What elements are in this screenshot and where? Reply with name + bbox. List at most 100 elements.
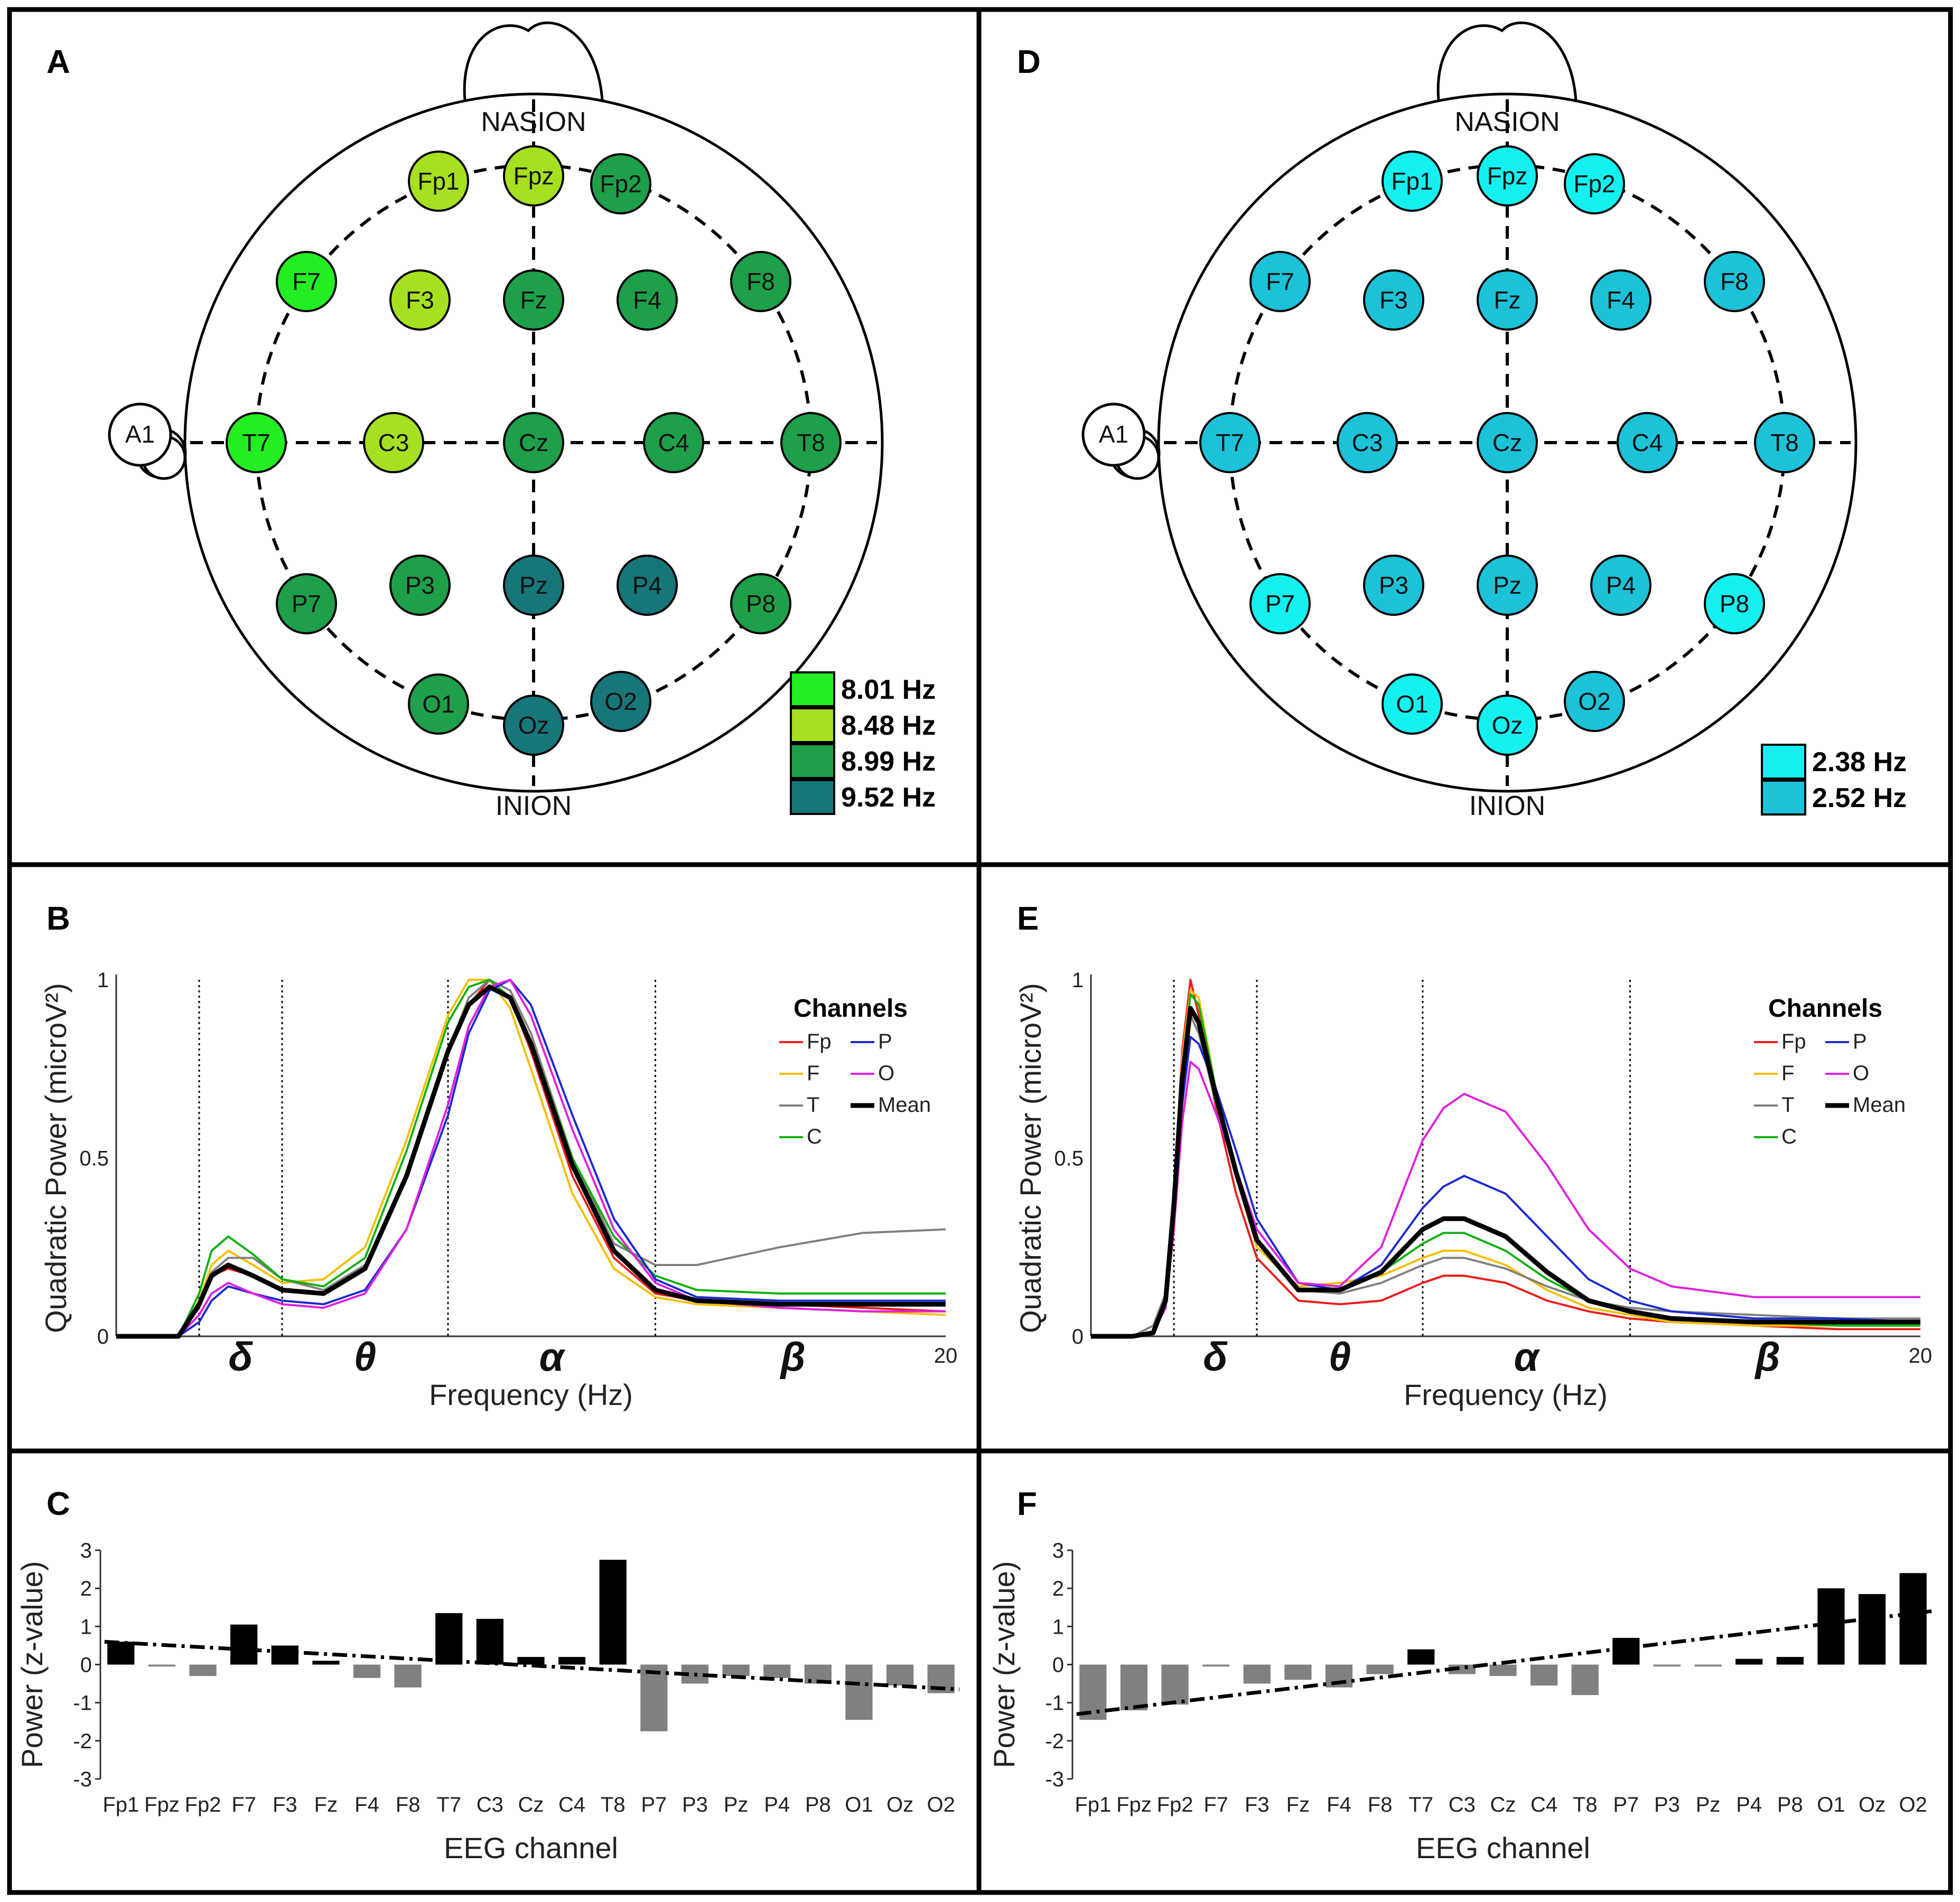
spectrum-panel-b: 0 0.5 1 20 δ θ α β Frequency (Hz) Quadratic Power… [39,969,957,1411]
legend-title: Channels [794,995,908,1023]
trend-line [1076,1609,1932,1716]
legend-swatch [1761,744,1806,780]
category-label: C4 [558,1793,585,1816]
electrode-p4 [617,555,678,616]
y-axis-title: Quadratic Power (microV²) [1014,983,1047,1333]
x-axis-title: Frequency (Hz) [429,1378,633,1411]
bar-c3 [476,1618,503,1665]
category-label: P7 [641,1793,667,1816]
spectrum-panel-e: 0 0.5 1 20 δ θ α β Frequency (Hz) Quadratic Power… [1014,969,1932,1411]
category-label: O1 [1817,1793,1845,1816]
category-label: Cz [1490,1793,1516,1816]
electrode-t7 [226,412,287,473]
category-label: F7 [231,1793,256,1816]
y-tick-label: 2 [1052,1577,1064,1600]
legend-label: 2.52 Hz [1812,783,1907,813]
category-label: Fpz [144,1793,180,1816]
panel-letter-a: A [46,44,70,80]
bar-f4 [353,1664,381,1678]
category-label: F3 [273,1793,297,1816]
bar-pz [1694,1664,1722,1667]
y-tick-label: 1 [97,969,109,992]
band-label: α [1514,1335,1541,1380]
electrode-label: C4 [658,429,689,456]
panel-letter-c: C [46,1486,70,1522]
category-label: T7 [1408,1793,1433,1816]
category-label: Fp1 [1075,1793,1111,1816]
band-label: θ [354,1335,376,1380]
bar-f8 [1366,1664,1394,1674]
electrode-label: P3 [405,571,435,599]
x-tick-label: 20 [934,1344,958,1367]
category-label: P4 [1736,1793,1762,1816]
electrode-f3 [1363,269,1424,331]
legend-label: 8.48 Hz [841,710,936,741]
electrode-label: P4 [632,571,662,599]
legend-label: 2.38 Hz [1812,747,1907,777]
category-label: Fp1 [102,1793,139,1816]
bar-f8 [394,1664,422,1688]
band-label: β [1754,1335,1780,1380]
y-tick-label: -3 [1045,1768,1064,1791]
zvalue-panel-f: 3 2 1 0 -1 -2 -3 Fp1 Fpz Fp2 F7 F3 Fz F4 F8 T7 C3 Cz C4 T8 P… [987,1539,1932,1864]
legend-title: Channels [1768,995,1882,1023]
electrode-label: Fz [1494,286,1520,314]
bar-fz [1284,1664,1312,1680]
electrode-f7 [1249,251,1311,312]
legend-item: F [807,1062,819,1085]
electrode-oz [1477,695,1538,756]
series-line-mean [116,985,946,1339]
category-label: F3 [1245,1793,1270,1816]
trend-line [104,1639,960,1691]
inion-label: INION [1469,791,1545,821]
category-label: T8 [601,1793,626,1816]
bar-pz [722,1664,750,1676]
electrode-label: Fp2 [600,170,641,198]
bar-o1 [845,1664,873,1720]
electrode-label: Cz [519,429,548,456]
electrode-fpz [503,145,564,207]
electrode-fpz [1477,145,1538,207]
legend-item: T [1781,1093,1794,1117]
electrode-label: F8 [1720,268,1749,295]
y-tick-label: 2 [80,1577,92,1600]
legend-item: P [1853,1030,1867,1053]
zvalue-panel-c: 3 2 1 0 -1 -2 -3 Fp1 Fpz Fp2 F7 F3 Fz F4 F8 T7 C3 Cz C4 T8 P… [15,1539,960,1864]
bar-f7 [1202,1664,1230,1667]
electrode-label: Fp2 [1573,170,1615,198]
category-label: O2 [927,1793,955,1816]
electrode-f4 [1590,269,1651,331]
electrode-label: T7 [242,429,270,456]
x-axis-title: EEG channel [444,1831,618,1864]
legend-item: Mean [878,1093,931,1117]
electrode-c4 [643,412,704,473]
legend-swatch [790,779,835,815]
electrode-t7 [1199,412,1261,473]
panel-letter-d: D [1017,44,1041,80]
bar-t7 [1407,1649,1435,1665]
category-label: P8 [1777,1793,1803,1816]
y-axis-title: Power (z-value) [987,1561,1021,1768]
category-label: F8 [1368,1793,1393,1816]
electrode-p3 [389,555,451,616]
electrode-fp2 [1564,153,1625,214]
electrode-oz [503,695,564,756]
y-tick-label: 0 [97,1325,109,1348]
y-tick-label: 1 [1072,969,1084,992]
electrode-a1 [108,402,172,467]
electrode-label: F3 [406,286,434,314]
y-tick-label: 0.5 [1054,1147,1084,1170]
topomap-panel-a: A1 NASION INION Fp1 Fpz Fp2 F7 F3 Fz F4 F8 T7 C3 Cz C4… [108,21,936,821]
y-tick-label: 0 [80,1654,92,1677]
legend-item: F [1781,1062,1794,1085]
electrode-t8 [1754,412,1815,473]
panel-letter-f: F [1017,1486,1037,1522]
bar-fp2 [189,1664,217,1676]
legend-label: 8.01 Hz [841,674,936,705]
electrode-label: T8 [797,429,825,456]
category-label: O2 [1899,1793,1927,1816]
y-tick-label: -2 [73,1730,92,1753]
electrode-o1 [408,673,469,735]
electrode-label: P8 [1720,590,1749,617]
